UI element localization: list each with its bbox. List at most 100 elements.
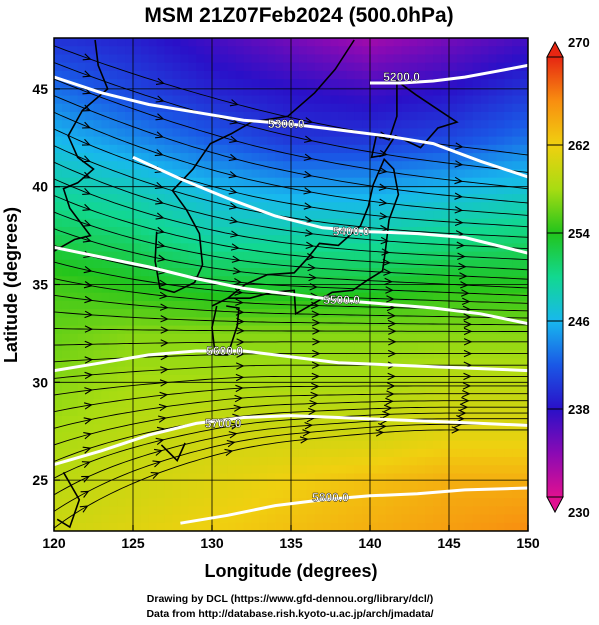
heatmap-cell — [125, 383, 134, 392]
heatmap-cell — [259, 522, 268, 531]
heatmap-cell — [212, 391, 221, 401]
heatmap-cell — [77, 473, 87, 483]
heatmap-cell — [156, 120, 166, 129]
heatmap-cell — [346, 103, 355, 113]
heatmap-cell — [314, 243, 324, 253]
heatmap-cell — [346, 440, 355, 450]
streamline-arrowhead — [312, 338, 321, 346]
heatmap-cell — [441, 350, 450, 360]
streamline-arrowhead — [80, 490, 90, 498]
streamline-arrowhead — [387, 349, 397, 358]
heatmap-cell — [441, 366, 450, 376]
heatmap-cell — [338, 235, 347, 245]
heatmap-cell — [370, 292, 379, 302]
heatmap-cell — [512, 522, 521, 531]
heatmap-cell — [520, 194, 528, 203]
heatmap-cell — [362, 169, 371, 179]
heatmap-cell — [77, 481, 87, 491]
heatmap-cell — [496, 276, 505, 286]
heatmap-cell — [133, 506, 142, 516]
heatmap-cell — [464, 506, 474, 516]
heatmap-cell — [433, 407, 442, 417]
heatmap-cell — [512, 161, 521, 171]
heatmap-cell — [401, 391, 411, 401]
heatmap-cell — [291, 38, 300, 47]
heatmap-cell — [425, 292, 434, 302]
heatmap-cell — [306, 350, 316, 360]
heatmap-cell — [283, 202, 292, 212]
heatmap-cell — [401, 383, 411, 392]
heatmap-cell — [101, 70, 110, 80]
heatmap-cell — [109, 350, 118, 360]
heatmap-cell — [188, 210, 197, 220]
heatmap-cell — [243, 194, 253, 203]
heatmap-cell — [204, 506, 213, 516]
heatmap-cell — [259, 70, 268, 80]
heatmap-cell — [480, 111, 490, 121]
heatmap-cell — [101, 481, 110, 491]
heatmap-cell — [204, 448, 213, 458]
heatmap-cell — [433, 153, 442, 162]
heatmap-cell — [243, 38, 253, 47]
heatmap-cell — [85, 120, 95, 129]
heatmap-cell — [417, 276, 426, 286]
heatmap-cell — [512, 342, 521, 351]
heatmap-cell — [306, 506, 316, 516]
heatmap-cell — [496, 317, 505, 327]
heatmap-cell — [133, 457, 142, 466]
heatmap-cell — [314, 432, 324, 442]
heatmap-cell — [496, 407, 505, 417]
heatmap-cell — [275, 325, 284, 335]
streamline-arrowhead — [454, 160, 464, 168]
heatmap-cell — [409, 383, 418, 392]
heatmap-cell — [456, 103, 466, 113]
heatmap-cell — [196, 62, 205, 72]
heatmap-cell — [235, 514, 245, 524]
heatmap-cell — [456, 54, 466, 64]
heatmap-cell — [267, 111, 276, 121]
heatmap-cell — [401, 169, 411, 179]
heatmap-cell — [385, 235, 395, 245]
heatmap-cell — [322, 448, 332, 458]
heatmap-cell — [275, 440, 284, 450]
heatmap-cell — [235, 235, 245, 245]
heatmap-cell — [393, 325, 403, 335]
heatmap-cell — [330, 38, 339, 47]
heatmap-cell — [109, 432, 118, 442]
heatmap-cell — [140, 54, 150, 64]
heatmap-cell — [322, 522, 332, 531]
heatmap-cell — [69, 218, 79, 228]
heatmap-cell — [425, 457, 434, 466]
heatmap-cell — [354, 498, 363, 507]
heatmap-cell — [480, 300, 490, 310]
heatmap-cell — [235, 251, 245, 261]
heatmap-cell — [306, 210, 316, 220]
heatmap-cell — [275, 424, 284, 433]
heatmap-cell — [354, 440, 363, 450]
heatmap-cell — [417, 87, 426, 97]
heatmap-cell — [377, 350, 387, 360]
heatmap-cell — [77, 136, 87, 146]
heatmap-cell — [133, 111, 142, 121]
streamline-arrowhead — [152, 460, 162, 468]
heatmap-cell — [267, 407, 276, 417]
heatmap-cell — [488, 218, 497, 228]
heatmap-cell — [164, 111, 174, 121]
heatmap-cell — [377, 54, 387, 64]
heatmap-cell — [133, 95, 142, 105]
heatmap-cell — [267, 522, 276, 531]
heatmap-cell — [283, 210, 292, 220]
heatmap-cell — [425, 424, 434, 433]
heatmap-cell — [109, 300, 118, 310]
heatmap-cell — [172, 407, 181, 417]
heatmap-cell — [69, 489, 79, 499]
colorbar-tick-label: 230 — [568, 505, 590, 520]
heatmap-cell — [338, 440, 347, 450]
heatmap-cell — [267, 128, 276, 138]
heatmap-cell — [520, 144, 528, 154]
heatmap-cell — [235, 218, 245, 228]
heatmap-cell — [156, 259, 166, 269]
heatmap-cell — [196, 300, 205, 310]
heatmap-cell — [101, 383, 110, 392]
heatmap-cell — [433, 309, 442, 318]
